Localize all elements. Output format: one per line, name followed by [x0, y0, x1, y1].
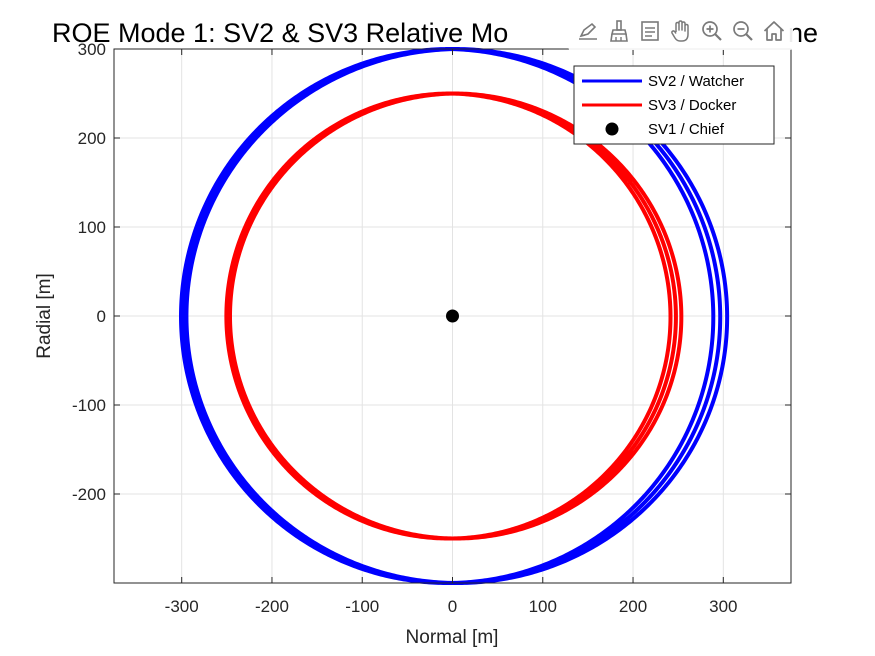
brush-icon — [609, 20, 628, 42]
series-2-trajectory — [224, 91, 684, 541]
toolbar-zoom-in-button[interactable] — [696, 15, 727, 47]
axes-toolbar — [568, 12, 793, 50]
legend-marker — [605, 122, 619, 136]
x-tick-label: -300 — [165, 597, 199, 616]
toolbar-edit-button[interactable] — [572, 15, 603, 47]
home-icon — [763, 21, 784, 41]
chart-title: ROE Mode 1: SV2 & SV3 Relative Mo — [52, 18, 508, 48]
toolbar-restore-view-button[interactable] — [758, 15, 789, 47]
axis-ticks — [114, 48, 791, 583]
x-tick-label: 200 — [619, 597, 647, 616]
edit-axes-icon — [578, 22, 597, 40]
legend[interactable]: SV2 / Watcher SV3 / Docker SV1 / Chief — [573, 65, 775, 145]
legend-label: SV1 / Chief — [648, 121, 725, 138]
y-tick-label: 0 — [97, 307, 106, 326]
toolbar-datatips-button[interactable] — [634, 15, 665, 47]
x-tick-label: -200 — [255, 597, 289, 616]
y-axis-label: Radial [m] — [34, 273, 55, 359]
x-tick-label: 300 — [709, 597, 737, 616]
toolbar-zoom-out-button[interactable] — [727, 15, 758, 47]
pan-hand-icon — [670, 20, 689, 42]
y-tick-label: -200 — [72, 485, 106, 504]
zoom-in-icon — [701, 21, 722, 41]
y-tick-label: -100 — [72, 396, 106, 415]
series-3-point — [446, 309, 459, 323]
y-tick-label: 100 — [78, 218, 106, 237]
y-tick-label: 200 — [78, 129, 106, 148]
toolbar-pan-button[interactable] — [665, 15, 696, 47]
x-tick-label: -100 — [345, 597, 379, 616]
legend-label: SV2 / Watcher — [648, 73, 744, 90]
x-axis-label: Normal [m] — [406, 627, 499, 648]
x-tick-label: 100 — [529, 597, 557, 616]
y-tick-label: 300 — [78, 40, 106, 59]
chart-title-tail: ne — [788, 18, 818, 48]
legend-label: SV3 / Docker — [648, 97, 736, 114]
zoom-out-icon — [732, 21, 753, 41]
tick-labels: -300 -200 -100 0 100 200 300 -200 -100 0 100 200 300 — [72, 40, 738, 616]
x-tick-label: 0 — [448, 597, 457, 616]
data-tips-icon — [640, 21, 659, 41]
toolbar-brush-button[interactable] — [603, 15, 634, 47]
